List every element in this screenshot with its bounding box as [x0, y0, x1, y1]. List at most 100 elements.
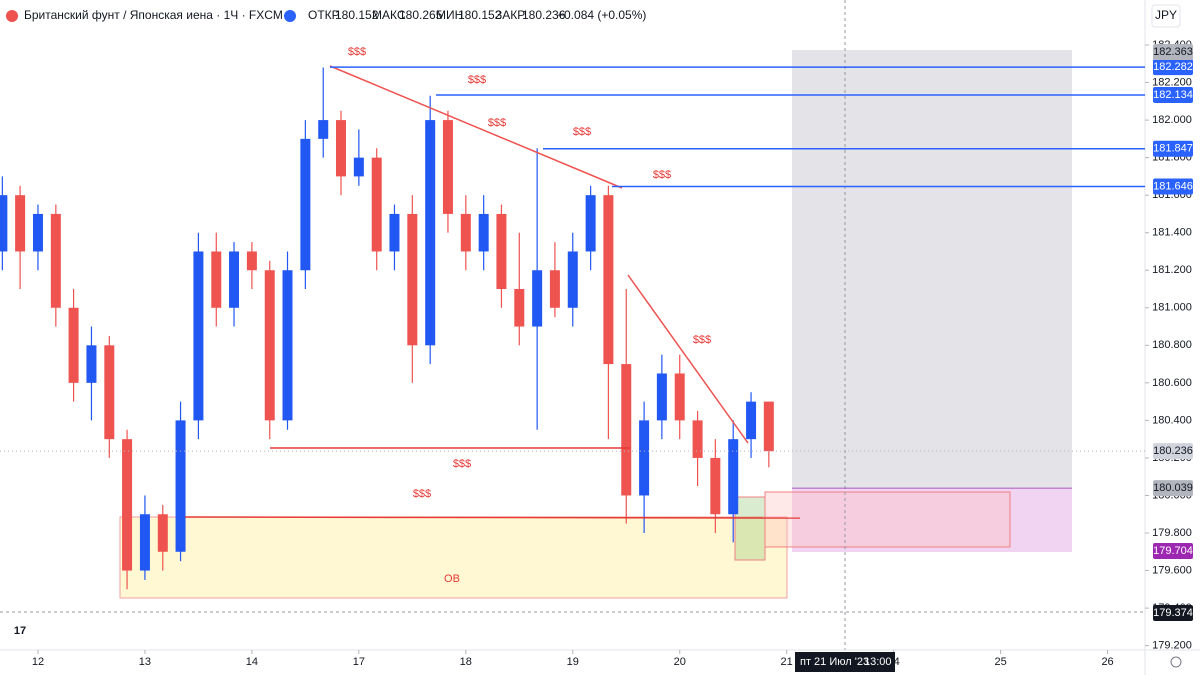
zone [734, 496, 766, 561]
liquidity-label: $$$ [413, 488, 431, 500]
candle-body [549, 270, 560, 308]
settings-button[interactable] [1170, 656, 1182, 668]
price-label: 182.363 [1153, 46, 1193, 58]
candle-body [335, 120, 346, 177]
candle-body [567, 251, 578, 308]
price-label-box [1153, 443, 1193, 460]
candle-body [139, 514, 150, 571]
liquidity-label: $$$ [468, 74, 486, 86]
header: Британский фунт / Японская иена · 1Ч · F… [6, 4, 1181, 28]
crosshair-time: 13:00 [864, 656, 892, 668]
stop-zone [792, 489, 1072, 552]
candle-body [728, 439, 739, 515]
price-label: 182.282 [1153, 61, 1193, 73]
candle-body [656, 373, 667, 421]
y-tick-label: 182.200 [1152, 76, 1192, 88]
currency: JPY [1155, 8, 1177, 22]
liquidity-label: $$$ [693, 334, 711, 346]
liquidity-label: $$$ [573, 126, 591, 138]
y-tick-label: 180.600 [1152, 377, 1192, 389]
candle-body [264, 270, 275, 421]
candle-body [246, 251, 257, 271]
price-label-box [1153, 86, 1193, 103]
collapse-button[interactable] [284, 10, 296, 22]
candle-body [68, 307, 79, 383]
close-label: ЗАКР [495, 8, 525, 22]
candle-body [282, 270, 293, 421]
crosshair-date: пт 21 Июл '23 [800, 656, 869, 668]
candle-body [15, 195, 26, 252]
candle-body [496, 213, 507, 290]
y-tick-label: 180.400 [1152, 414, 1192, 426]
candle-body [639, 420, 650, 496]
currency-button[interactable] [1151, 4, 1181, 28]
y-tick-label: 179.200 [1152, 640, 1192, 652]
close-value: 180.236 [522, 8, 566, 22]
candle-body [193, 251, 204, 421]
high-value: 180.265 [399, 8, 443, 22]
y-tick-label: 182.000 [1152, 114, 1192, 126]
high-label: МАКС [372, 8, 406, 22]
liquidity-label: $$$ [348, 46, 366, 58]
candle-body [300, 138, 311, 271]
candle-body [229, 251, 240, 308]
candle-body [371, 157, 382, 252]
candle-body [621, 364, 632, 496]
x-tick-label: 18 [460, 656, 472, 668]
price-label: 182.134 [1153, 89, 1193, 101]
trendline [627, 274, 749, 444]
candle-body [318, 120, 329, 139]
price-label-box [1153, 59, 1193, 76]
price-label: 180.236 [1153, 445, 1193, 457]
open-value: 180.152 [335, 8, 379, 22]
candle-body [710, 457, 721, 515]
candle-body [692, 420, 703, 458]
liquidity-line [184, 516, 801, 519]
price-label: 181.646 [1153, 180, 1193, 192]
candle-body [32, 213, 43, 252]
candle-body [211, 251, 222, 308]
ob-label: OB [444, 573, 460, 585]
candle-body [0, 195, 8, 252]
candle-body [603, 195, 614, 365]
price-label: 180.039 [1153, 482, 1193, 494]
y-tick-label: 180.800 [1152, 339, 1192, 351]
liquidity-label: $$$ [453, 458, 471, 470]
liquidity-label: $$$ [653, 169, 671, 181]
y-tick-label: 181.400 [1152, 227, 1192, 239]
trendline [329, 65, 623, 189]
x-tick-label: 14 [246, 656, 258, 668]
x-tick-label: 12 [32, 656, 44, 668]
plot [0, 67, 774, 590]
crosshair-price-box [1153, 604, 1193, 621]
x-tick-label: 21 [781, 656, 793, 668]
low-label: МИН [436, 8, 463, 22]
x-tick-label: 26 [1101, 656, 1113, 668]
x-tick-label: 20 [674, 656, 686, 668]
symbol: Британский фунт / Японская иена · 1Ч · F… [24, 8, 283, 22]
x-tick-label: 13 [139, 656, 151, 668]
candle-body [86, 345, 97, 383]
price-label-box [1153, 543, 1193, 560]
price-label: 179.704 [1153, 545, 1193, 557]
candle-body [674, 373, 685, 421]
logo: 17 [14, 625, 26, 637]
candle-body [389, 213, 400, 252]
candle-body [514, 289, 525, 327]
x-tick-label: 17 [353, 656, 365, 668]
crosshair-time-box [795, 652, 895, 672]
price-label-box [1153, 480, 1193, 497]
order-block [119, 516, 788, 599]
candle-body [104, 345, 115, 440]
candle-body [478, 213, 489, 252]
target-zone [792, 50, 1072, 490]
candle-body [425, 120, 436, 346]
price-label: 181.847 [1153, 143, 1193, 155]
flag-icon [6, 10, 18, 22]
candle-body [157, 514, 168, 552]
price-label-box [1153, 43, 1193, 60]
y-tick-label: 179.600 [1152, 564, 1192, 576]
y-tick-label: 181.200 [1152, 264, 1192, 276]
candle-body [50, 213, 61, 308]
